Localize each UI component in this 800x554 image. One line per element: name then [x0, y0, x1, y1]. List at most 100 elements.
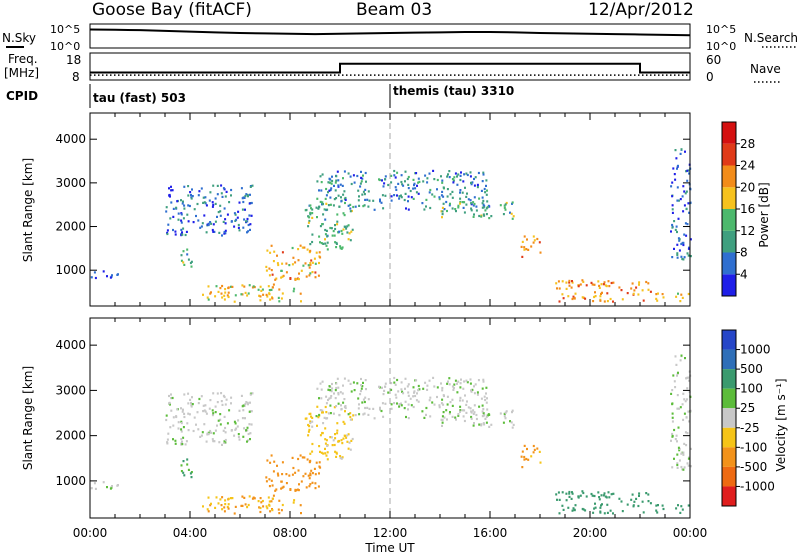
power-cell: [230, 188, 233, 192]
power-cell: [482, 199, 485, 202]
power-cell: [459, 191, 461, 194]
power-cell: [339, 245, 342, 248]
power-cell: [421, 202, 424, 205]
velocity-cell: [568, 490, 571, 494]
power-cell: [182, 217, 185, 220]
power-cell: [166, 232, 169, 236]
power-cell: [197, 219, 200, 222]
velocity-cell: [349, 382, 352, 385]
power-cell: [299, 292, 302, 295]
power-cell: [330, 182, 333, 185]
power-cell: [359, 182, 362, 185]
velocity-cell: [224, 503, 227, 506]
power-colorbar-swatch: [722, 187, 736, 209]
power-cell: [331, 179, 334, 183]
velocity-cell: [459, 382, 462, 385]
velocity-cell: [336, 432, 339, 435]
power-cell: [297, 278, 300, 281]
noise-right-tick-top: 10^5: [706, 23, 736, 36]
velocity-cell: [633, 500, 636, 503]
velocity-cell: [565, 492, 568, 495]
velocity-cell: [272, 470, 275, 473]
power-cell: [245, 193, 248, 196]
velocity-cell: [93, 482, 96, 485]
velocity-cell: [442, 403, 445, 406]
velocity-cell: [349, 418, 352, 421]
velocity-cell: [688, 379, 691, 382]
power-cell: [368, 199, 371, 202]
power-cell: [404, 192, 407, 195]
velocity-cell: [343, 398, 346, 401]
power-cell: [481, 180, 484, 183]
power-cell: [180, 219, 183, 222]
power-cell: [682, 258, 685, 261]
power-cell: [196, 202, 199, 206]
power-cell: [343, 170, 346, 173]
velocity-cell: [590, 492, 593, 496]
power-cell: [297, 248, 300, 251]
power-cell: [222, 220, 225, 223]
velocity-cell: [340, 439, 343, 442]
power-cell: [281, 292, 284, 295]
velocity-cell: [187, 412, 190, 415]
power-cell: [568, 284, 571, 287]
power-cell: [267, 285, 270, 288]
velocity-cell: [190, 471, 193, 474]
power-cell: [438, 196, 441, 199]
power-cell: [237, 226, 240, 229]
power-cell: [480, 189, 483, 192]
velocity-cell: [390, 407, 393, 410]
velocity-cell: [259, 497, 262, 500]
velocity-cell: [329, 436, 332, 439]
velocity-cell: [329, 396, 332, 399]
power-cell: [438, 198, 441, 201]
power-cell: [526, 238, 528, 241]
power-cell: [324, 233, 327, 236]
power-cell: [360, 180, 363, 183]
power-cell: [367, 205, 370, 208]
power-cell: [190, 193, 192, 197]
power-cell: [225, 190, 228, 193]
power-cell: [106, 275, 108, 278]
power-cell: [378, 178, 380, 181]
velocity-cell: [655, 509, 658, 512]
velocity-cell: [440, 402, 443, 405]
power-cell: [223, 207, 226, 210]
power-cell: [523, 246, 526, 249]
velocity-cell: [482, 380, 485, 383]
velocity-cell: [571, 509, 574, 512]
velocity-cell: [394, 383, 397, 386]
power-cell: [440, 194, 443, 197]
velocity-cell: [470, 415, 473, 419]
power-cell: [456, 175, 458, 178]
power-cell: [463, 211, 466, 214]
power-cell: [469, 171, 472, 174]
velocity-cell: [626, 503, 629, 506]
velocity-cell: [344, 406, 347, 410]
velocity-cell: [609, 509, 612, 512]
velocity-cell: [324, 405, 327, 409]
velocity-cell: [219, 413, 222, 416]
power-cell: [332, 230, 335, 233]
velocity-cell: [170, 397, 173, 400]
power-cell: [246, 220, 249, 223]
power-cell: [424, 174, 427, 177]
power-cell: [461, 201, 464, 204]
velocity-cell: [227, 497, 230, 500]
power-cell: [309, 243, 312, 246]
velocity-cell: [635, 497, 638, 500]
power-cell: [512, 215, 515, 218]
velocity-cell: [183, 415, 186, 419]
power-cell: [195, 214, 197, 218]
power-cell: [281, 275, 284, 278]
power-cell: [481, 202, 484, 205]
velocity-cell: [246, 506, 249, 509]
velocity-cell: [247, 403, 249, 406]
power-cell: [246, 217, 249, 221]
power-cell: [680, 242, 683, 246]
velocity-cell: [182, 436, 185, 439]
velocity-cell: [677, 446, 680, 449]
power-cell: [241, 293, 244, 296]
power-cell: [345, 227, 348, 230]
velocity-cell: [223, 440, 226, 443]
